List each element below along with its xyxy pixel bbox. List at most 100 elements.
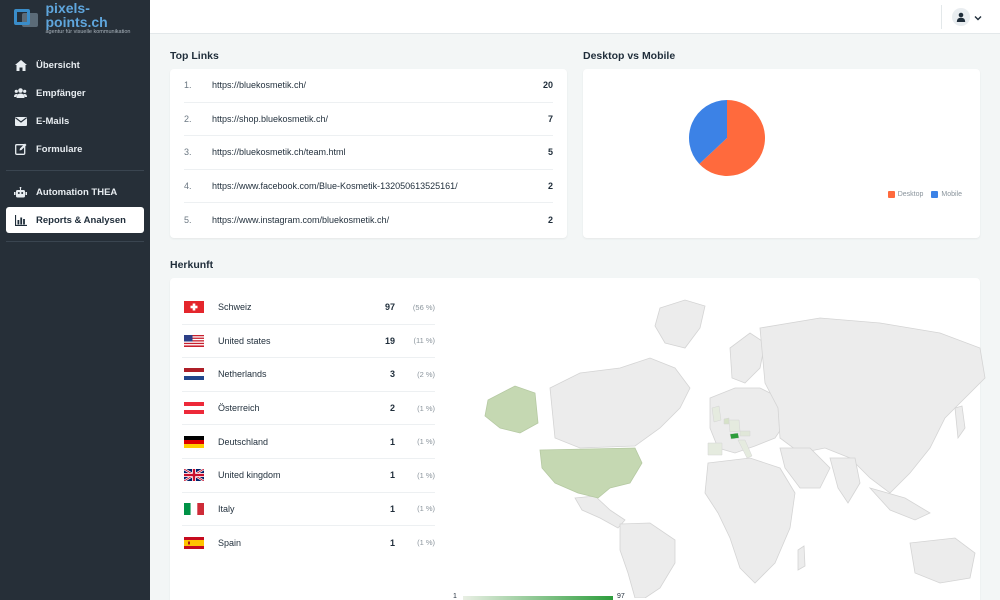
legend-item-mobile[interactable]: Mobile	[931, 191, 962, 198]
legend-swatch	[887, 191, 895, 198]
sidebar-item-emails[interactable]: E-Mails	[6, 108, 144, 134]
country-count: 1	[389, 537, 395, 548]
link-row[interactable]: 2. https://shop.bluekosmetik.ch/ 7	[184, 103, 553, 137]
country-name: Deutschland	[218, 436, 269, 447]
user-menu-button[interactable]	[941, 5, 982, 29]
top-links-title: Top Links	[170, 50, 219, 62]
country-percent: (1 %)	[417, 504, 435, 514]
map-region-australia	[909, 537, 976, 584]
map-region-canada	[549, 357, 691, 449]
link-rank: 1.	[184, 80, 192, 91]
bar-chart-icon	[14, 214, 27, 227]
link-url: https://bluekosmetik.ch/	[212, 80, 307, 91]
legend-swatch	[931, 191, 939, 198]
link-row[interactable]: 1. https://bluekosmetik.ch/ 20	[184, 69, 553, 103]
robot-icon	[14, 186, 27, 199]
sidebar-item-automation-thea[interactable]: Automation THEA	[6, 179, 144, 205]
link-url: https://www.facebook.com/Blue-Kosmetik-1…	[212, 181, 458, 192]
map-region-japan	[954, 405, 966, 440]
chevron-down-icon	[974, 8, 982, 26]
herkunft-card: Schweiz 97 (56 %) United states 19 (11 %…	[170, 278, 986, 600]
country-name: Italy	[218, 503, 235, 514]
chart-legend: Desktop Mobile	[887, 191, 962, 198]
brand-logo[interactable]: pixels-points.ch agentur für visuelle ko…	[0, 0, 150, 36]
sidebar-item-reports[interactable]: Reports & Analysen	[6, 207, 144, 233]
flag-austria-icon	[184, 402, 204, 415]
link-row[interactable]: 3. https://bluekosmetik.ch/team.html 5	[184, 136, 553, 170]
link-count: 5	[547, 147, 553, 158]
map-region-greenland	[654, 299, 706, 349]
map-region-netherlands	[723, 417, 730, 425]
brand-name: pixels-points.ch	[45, 0, 108, 30]
device-chart-title: Desktop vs Mobile	[583, 50, 676, 62]
country-row[interactable]: Spain 1 (1 %)	[182, 526, 435, 560]
link-rank: 4.	[184, 181, 192, 192]
sidebar-nav: Übersicht Empfänger E-Mails Formulare A	[0, 36, 150, 242]
sidebar-item-empfaenger[interactable]: Empfänger	[6, 80, 144, 106]
legend-item-desktop[interactable]: Desktop	[887, 191, 923, 198]
sidebar: pixels-points.ch agentur für visuelle ko…	[0, 0, 150, 600]
country-count: 1	[389, 436, 395, 447]
link-url: https://bluekosmetik.ch/team.html	[212, 147, 346, 158]
sidebar-item-label: Formulare	[36, 143, 83, 155]
map-region-italy	[737, 439, 753, 459]
logo-icon	[14, 7, 40, 29]
country-row[interactable]: United kingdom 1 (1 %)	[182, 459, 435, 493]
country-row[interactable]: Schweiz 97 (56 %)	[182, 291, 435, 325]
map-region-germany	[728, 419, 741, 433]
country-name: United kingdom	[218, 470, 281, 481]
country-count: 19	[384, 335, 395, 346]
country-percent: (1 %)	[417, 437, 435, 447]
map-region-south-america	[619, 522, 676, 598]
link-url: https://www.instagram.com/bluekosmetik.c…	[212, 215, 390, 226]
envelope-icon	[14, 115, 27, 128]
flag-uk-icon	[184, 469, 204, 482]
map-region-europe	[709, 387, 791, 454]
flag-switzerland-icon	[184, 301, 204, 314]
country-row[interactable]: Netherlands 3 (2 %)	[182, 358, 435, 392]
legend-label: Mobile	[941, 191, 962, 198]
map-region-asia	[759, 317, 986, 494]
flag-italy-icon	[184, 502, 204, 515]
country-row[interactable]: United states 19 (11 %)	[182, 325, 435, 359]
pie-slice-desktop[interactable]	[699, 100, 765, 176]
nav-divider	[6, 170, 144, 171]
map-region-usa	[539, 447, 643, 499]
nav-divider	[6, 241, 144, 242]
country-name: Spain	[218, 537, 242, 548]
country-percent: (1 %)	[417, 470, 435, 480]
top-links-card: 1. https://bluekosmetik.ch/ 20 2. https:…	[170, 69, 567, 238]
users-icon	[14, 87, 27, 100]
map-region-switzerland	[729, 432, 740, 440]
country-row[interactable]: Österreich 2 (1 %)	[182, 392, 435, 426]
map-region-central-america	[574, 495, 626, 529]
world-map[interactable]	[460, 288, 990, 598]
country-percent: (2 %)	[417, 369, 435, 379]
country-name: United states	[218, 335, 271, 346]
link-rank: 3.	[184, 147, 192, 158]
country-count: 1	[389, 503, 395, 514]
pie-slice-mobile[interactable]	[689, 100, 727, 165]
sidebar-item-label: E-Mails	[36, 115, 70, 127]
link-row[interactable]: 4. https://www.facebook.com/Blue-Kosmeti…	[184, 170, 553, 204]
flag-usa-icon	[184, 334, 204, 347]
top-bar	[150, 0, 1000, 34]
country-row[interactable]: Italy 1 (1 %)	[182, 493, 435, 527]
map-scale-min: 1	[453, 593, 457, 600]
sidebar-item-uebersicht[interactable]: Übersicht	[6, 52, 144, 78]
link-count: 2	[547, 215, 553, 226]
map-region-madagascar	[797, 545, 806, 571]
link-row[interactable]: 5. https://www.instagram.com/bluekosmeti…	[184, 203, 553, 237]
country-row[interactable]: Deutschland 1 (1 %)	[182, 425, 435, 459]
sidebar-item-formulare[interactable]: Formulare	[6, 136, 144, 162]
link-count: 20	[542, 80, 553, 91]
map-region-uk	[711, 405, 722, 423]
map-region-spain	[707, 442, 723, 456]
map-scale-max: 97	[617, 593, 625, 600]
sidebar-item-label: Übersicht	[36, 59, 80, 71]
sidebar-item-label: Reports & Analysen	[36, 214, 126, 226]
country-percent: (56 %)	[412, 302, 435, 312]
device-chart-card: Desktop Mobile	[583, 69, 980, 238]
map-region-middle-east	[779, 447, 831, 489]
map-region-scandinavia	[729, 332, 766, 384]
